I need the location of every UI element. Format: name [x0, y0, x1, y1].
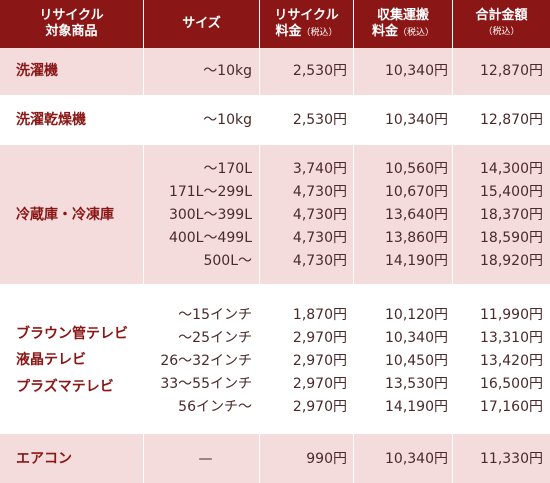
- header-collection-fee-line1: 収集運搬: [376, 7, 429, 23]
- recycle-fee-cell: 4,730円: [292, 184, 347, 200]
- header-recycle-fee-tax: （税込）: [301, 27, 338, 38]
- recycle-fee-cell: 2,970円: [292, 376, 347, 392]
- collection-fee-cell: 13,530円: [385, 376, 448, 392]
- header-collection-fee-fee: 料金: [371, 23, 398, 39]
- recycle-fee-cell: 3,740円: [292, 161, 347, 177]
- recycle-fee-cell: 1,870円: [292, 307, 347, 323]
- item-name: エアコン: [16, 451, 72, 467]
- collection-fee-cell: 10,670円: [385, 184, 448, 200]
- total-cell: 18,590円: [480, 230, 543, 246]
- row-divider: [0, 433, 550, 434]
- header-recycle-fee-fee: 料金: [275, 23, 302, 39]
- collection-fee-cell: 10,340円: [385, 63, 448, 79]
- recycle-fee-cell: 4,730円: [292, 207, 347, 223]
- item-name: 液晶テレビ: [16, 352, 86, 368]
- header-item-line2: 対象商品: [45, 24, 98, 39]
- total-cell: 11,990円: [480, 307, 543, 323]
- table-row: エアコン — 990円 10,340円 11,330円: [0, 434, 550, 483]
- total-cell: 15,400円: [480, 184, 543, 200]
- item-name: ブラウン管テレビ: [16, 326, 128, 342]
- collection-fee-cell: 10,340円: [385, 451, 448, 467]
- collection-fee-cell: 14,190円: [385, 399, 448, 415]
- recycle-fee-cell: 4,730円: [292, 253, 347, 269]
- header-recycle-fee: リサイクル 料金（税込）: [260, 0, 353, 48]
- recycle-fee-cell: 2,970円: [292, 353, 347, 369]
- size-cell: 400L～499L: [168, 230, 252, 246]
- row-divider: [0, 95, 550, 96]
- header-total-line1: 合計金額: [475, 8, 528, 23]
- column-divider: [452, 0, 453, 483]
- total-cell: 14,300円: [480, 161, 543, 177]
- total-cell: 13,310円: [480, 330, 543, 346]
- row-divider: [0, 144, 550, 145]
- size-cell: ～10kg: [203, 112, 252, 128]
- header-item: リサイクル 対象商品: [0, 0, 143, 48]
- header-collection-fee-tax: （税込）: [398, 27, 435, 38]
- total-cell: 13,420円: [480, 353, 543, 369]
- size-cell: ～170L: [203, 161, 252, 177]
- size-cell: 26～32インチ: [160, 353, 252, 369]
- item-name: プラズマテレビ: [16, 379, 114, 395]
- recycle-fee-cell: 2,970円: [292, 399, 347, 415]
- total-cell: 16,500円: [480, 376, 543, 392]
- size-cell: 171L～299L: [168, 184, 252, 200]
- size-cell: ～10kg: [203, 63, 252, 79]
- row-divider: [0, 284, 550, 285]
- collection-fee-cell: 10,340円: [385, 330, 448, 346]
- table-row: 洗濯機 ～10kg 2,530円 10,340円 12,870円: [0, 48, 550, 95]
- size-cell: ～25インチ: [178, 330, 252, 346]
- collection-fee-cell: 13,860円: [385, 230, 448, 246]
- column-divider: [353, 0, 354, 483]
- column-divider: [259, 0, 260, 483]
- recycle-fee-cell: 990円: [306, 451, 347, 467]
- collection-fee-cell: 10,340円: [385, 112, 448, 128]
- size-cell: 56インチ～: [178, 399, 252, 415]
- header-collection-fee: 収集運搬 料金（税込）: [354, 0, 452, 48]
- total-cell: 12,870円: [480, 112, 543, 128]
- size-cell: —: [198, 451, 213, 467]
- total-cell: 11,330円: [480, 451, 543, 467]
- total-cell: 18,920円: [480, 253, 543, 269]
- header-item-line1: リサイクル: [39, 8, 104, 23]
- recycle-fee-cell: 2,530円: [292, 63, 347, 79]
- size-cell: ～15インチ: [178, 307, 252, 323]
- table-header: リサイクル 対象商品 サイズ リサイクル 料金（税込） 収集運搬 料金（税込） …: [0, 0, 550, 48]
- size-cell: 33～55インチ: [160, 376, 252, 392]
- collection-fee-cell: 14,190円: [385, 253, 448, 269]
- item-name: 冷蔵庫・冷凍庫: [16, 207, 114, 223]
- table-row: 洗濯乾燥機 ～10kg 2,530円 10,340円 12,870円: [0, 96, 550, 144]
- header-collection-fee-line2: 料金（税込）: [372, 24, 434, 41]
- size-cell: 300L～399L: [168, 207, 252, 223]
- collection-fee-cell: 10,450円: [385, 353, 448, 369]
- recycle-fee-cell: 2,530円: [292, 112, 347, 128]
- size-cell: 500L～: [203, 253, 252, 269]
- header-size: サイズ: [144, 0, 259, 48]
- recycle-fee-cell: 2,970円: [292, 330, 347, 346]
- header-total-tax: （税込）: [483, 27, 520, 37]
- header-recycle-fee-line1: リサイクル: [274, 7, 339, 23]
- total-cell: 12,870円: [480, 63, 543, 79]
- collection-fee-cell: 13,640円: [385, 207, 448, 223]
- item-name: 洗濯機: [16, 63, 58, 79]
- header-recycle-fee-line2: 料金（税込）: [275, 24, 337, 41]
- collection-fee-cell: 10,120円: [385, 307, 448, 323]
- recycle-fee-cell: 4,730円: [292, 230, 347, 246]
- table-row: ブラウン管テレビ 液晶テレビ プラズマテレビ ～15インチ 1,870円 10,…: [0, 285, 550, 433]
- total-cell: 18,370円: [480, 207, 543, 223]
- total-cell: 17,160円: [480, 399, 543, 415]
- item-name: 洗濯乾燥機: [16, 112, 86, 128]
- table-row: 冷蔵庫・冷凍庫 ～170L 3,740円 10,560円 14,300円 171…: [0, 145, 550, 284]
- header-total: 合計金額 （税込）: [453, 0, 550, 48]
- column-divider: [143, 0, 144, 483]
- header-size-label: サイズ: [182, 16, 221, 31]
- collection-fee-cell: 10,560円: [385, 161, 448, 177]
